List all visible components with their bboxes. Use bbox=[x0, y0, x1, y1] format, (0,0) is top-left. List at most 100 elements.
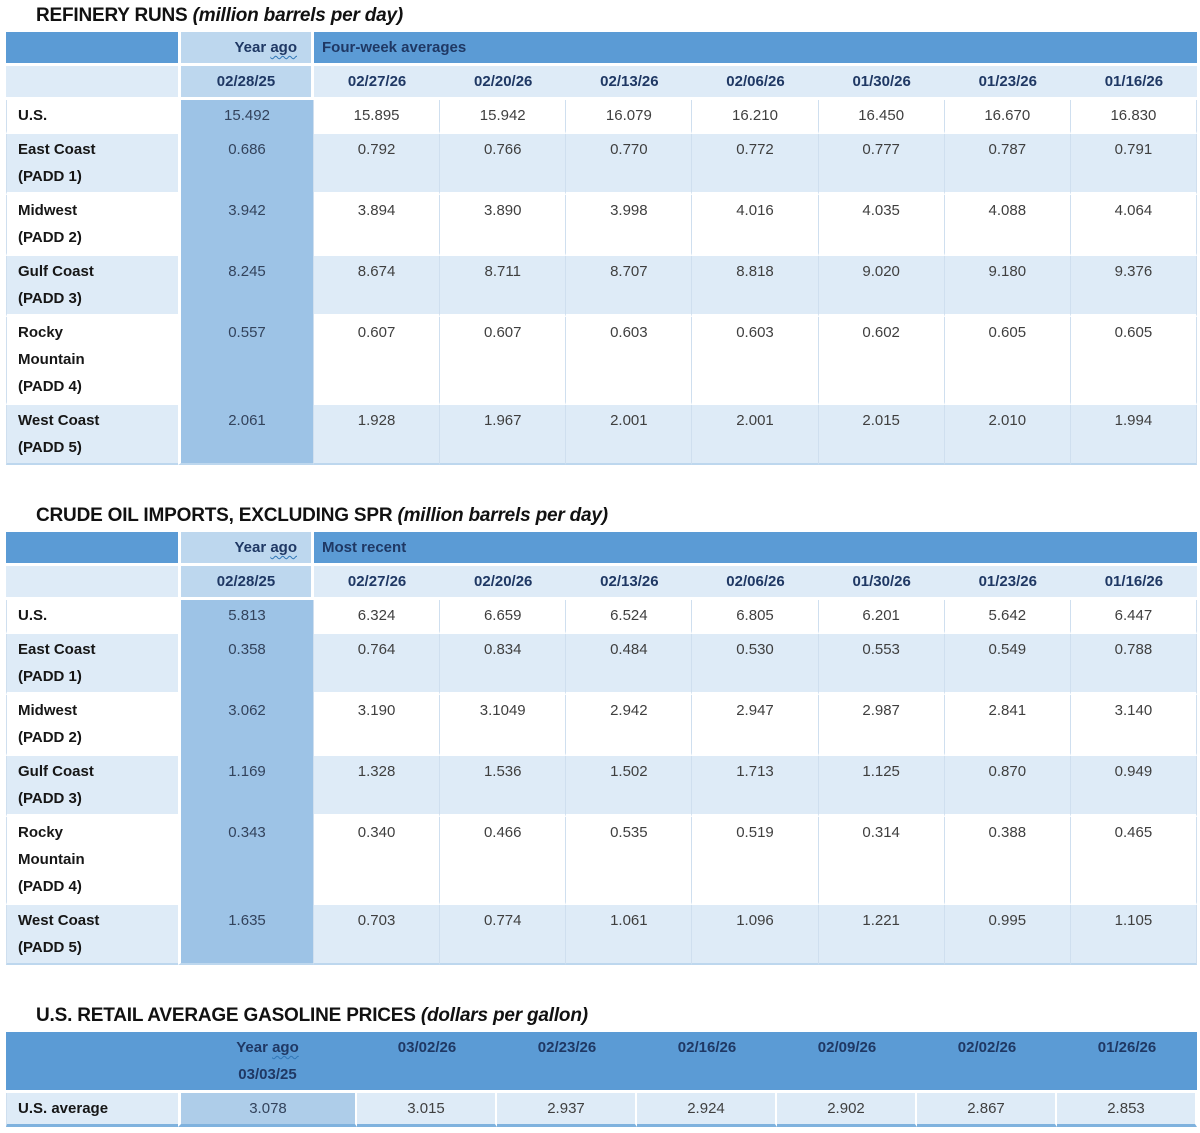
value-cell: 1.061 bbox=[566, 905, 693, 965]
value-cell: 0.603 bbox=[566, 317, 693, 405]
value-cell: 6.524 bbox=[566, 600, 693, 634]
value-cell: 4.035 bbox=[818, 195, 945, 256]
value-cell: 0.388 bbox=[944, 817, 1071, 905]
row-label-line: (PADD 5) bbox=[18, 439, 82, 456]
value-cell: 0.605 bbox=[1070, 317, 1197, 405]
value-cell: 0.607 bbox=[314, 317, 441, 405]
row-label: Gulf Coast (PADD 3) bbox=[6, 756, 178, 817]
year-ago-date-cell: 02/28/25 bbox=[178, 66, 314, 100]
row-label: Midwest (PADD 2) bbox=[6, 195, 178, 256]
value-cell: 2.987 bbox=[818, 695, 945, 756]
date-header-cell: 02/13/26 bbox=[566, 566, 693, 600]
value-cell: 1.502 bbox=[566, 756, 693, 817]
row-label-line: (PADD 3) bbox=[18, 790, 82, 807]
row-label-line: U.S. bbox=[18, 607, 48, 624]
value-cell: 4.016 bbox=[692, 195, 819, 256]
value-cell: 8.707 bbox=[566, 256, 693, 317]
header-band-row: Year ago 03/03/25 03/02/26 02/23/26 02/16/26… bbox=[6, 1032, 1197, 1093]
row-label: Midwest (PADD 2) bbox=[6, 695, 178, 756]
row-label-line: (PADD 4) bbox=[18, 378, 82, 395]
year-ago-label: Year bbox=[234, 539, 271, 556]
value-cell: 1.967 bbox=[440, 405, 567, 465]
value-cell: 2.924 bbox=[637, 1093, 777, 1127]
row-label: West Coast (PADD 5) bbox=[6, 405, 178, 465]
value-cell: 2.867 bbox=[917, 1093, 1057, 1127]
date-header-cell: 02/27/26 bbox=[314, 66, 441, 100]
value-cell: 3.998 bbox=[566, 195, 693, 256]
row-label-line: Rocky bbox=[18, 324, 64, 341]
row-label-line: Midwest bbox=[18, 702, 78, 719]
value-cell: 1.125 bbox=[818, 756, 945, 817]
year-ago-value-cell: 8.245 bbox=[178, 256, 314, 317]
refinery-runs-section: REFINERY RUNS (million barrels per day) Y… bbox=[6, 5, 1197, 465]
row-label: U.S. bbox=[6, 100, 178, 134]
value-cell: 2.937 bbox=[497, 1093, 637, 1127]
year-ago-value-cell: 0.343 bbox=[178, 817, 314, 905]
value-cell: 0.770 bbox=[566, 134, 693, 195]
row-label-line: U.S. bbox=[18, 107, 48, 124]
year-ago-label: Year bbox=[236, 1039, 273, 1056]
refinery-runs-title: REFINERY RUNS (million barrels per day) bbox=[36, 5, 1197, 27]
value-cell: 6.447 bbox=[1070, 600, 1197, 634]
value-cell: 1.096 bbox=[692, 905, 819, 965]
value-cell: 0.772 bbox=[692, 134, 819, 195]
row-label-line: East Coast bbox=[18, 141, 96, 158]
value-cell: 0.995 bbox=[944, 905, 1071, 965]
value-cell: 0.766 bbox=[440, 134, 567, 195]
table-row: Gulf Coast (PADD 3) 1.169 1.328 1.536 1.502 1.… bbox=[6, 756, 1197, 817]
value-cell: 2.853 bbox=[1057, 1093, 1197, 1127]
table-row: East Coast (PADD 1) 0.686 0.792 0.766 0.770 0.… bbox=[6, 134, 1197, 195]
value-cell: 0.605 bbox=[944, 317, 1071, 405]
row-label-line: (PADD 2) bbox=[18, 229, 82, 246]
value-cell: 16.450 bbox=[818, 100, 945, 134]
value-cell: 8.818 bbox=[692, 256, 819, 317]
value-cell: 6.659 bbox=[440, 600, 567, 634]
table-row: U.S. average 3.078 3.015 2.937 2.924 2.902 2.8… bbox=[6, 1093, 1197, 1127]
year-ago-value-cell: 15.492 bbox=[178, 100, 314, 134]
row-label-line: Midwest bbox=[18, 202, 78, 219]
value-cell: 2.947 bbox=[692, 695, 819, 756]
row-label-line: Mountain bbox=[18, 851, 85, 868]
date-header-cell: 02/20/26 bbox=[440, 566, 567, 600]
row-label-line: West Coast bbox=[18, 412, 100, 429]
date-header-cell: 02/09/26 bbox=[777, 1032, 917, 1093]
table-row: Midwest (PADD 2) 3.942 3.894 3.890 3.998 4.016… bbox=[6, 195, 1197, 256]
value-cell: 0.553 bbox=[818, 634, 945, 695]
table-title-text: U.S. RETAIL AVERAGE GASOLINE PRICES bbox=[36, 1005, 416, 1026]
year-ago-header-cell: Year ago 03/03/25 bbox=[178, 1032, 357, 1093]
value-cell: 6.324 bbox=[314, 600, 441, 634]
value-cell: 8.674 bbox=[314, 256, 441, 317]
date-header-cell: 03/02/26 bbox=[357, 1032, 497, 1093]
table-row: West Coast (PADD 5) 1.635 0.703 0.774 1.061 1.… bbox=[6, 905, 1197, 965]
table-title-text: CRUDE OIL IMPORTS, EXCLUDING SPR bbox=[36, 505, 393, 526]
value-cell: 16.830 bbox=[1070, 100, 1197, 134]
table-title-text: REFINERY RUNS bbox=[36, 5, 188, 26]
value-cell: 0.466 bbox=[440, 817, 567, 905]
value-cell: 2.001 bbox=[566, 405, 693, 465]
table-row: Rocky Mountain (PADD 4) 0.343 0.340 0.466 0.53… bbox=[6, 817, 1197, 905]
date-header-row: 02/28/25 02/27/26 02/20/26 02/13/26 02/06/26… bbox=[6, 566, 1197, 600]
row-label-line: (PADD 1) bbox=[18, 168, 82, 185]
row-label-line: (PADD 1) bbox=[18, 668, 82, 685]
date-header-cell: 01/16/26 bbox=[1070, 66, 1197, 100]
value-cell: 1.328 bbox=[314, 756, 441, 817]
value-cell: 0.788 bbox=[1070, 634, 1197, 695]
date-header-cell: 01/23/26 bbox=[944, 566, 1071, 600]
value-cell: 2.902 bbox=[777, 1093, 917, 1127]
row-label-line: (PADD 4) bbox=[18, 878, 82, 895]
value-cell: 0.602 bbox=[818, 317, 945, 405]
date-header-cell: 02/20/26 bbox=[440, 66, 567, 100]
value-cell: 0.787 bbox=[944, 134, 1071, 195]
value-cell: 0.949 bbox=[1070, 756, 1197, 817]
date-header-cell: 02/06/26 bbox=[692, 566, 819, 600]
row-label: West Coast (PADD 5) bbox=[6, 905, 178, 965]
year-ago-value-cell: 3.942 bbox=[178, 195, 314, 256]
header-blank-cell bbox=[6, 1032, 178, 1093]
year-ago-line: Year ago bbox=[178, 1034, 357, 1061]
date-header-cell: 01/23/26 bbox=[944, 66, 1071, 100]
date-header-cell: 02/16/26 bbox=[637, 1032, 777, 1093]
spellcheck-squiggle-word: ago bbox=[270, 539, 297, 556]
value-cell: 2.841 bbox=[944, 695, 1071, 756]
value-cell: 0.607 bbox=[440, 317, 567, 405]
row-label: East Coast (PADD 1) bbox=[6, 634, 178, 695]
